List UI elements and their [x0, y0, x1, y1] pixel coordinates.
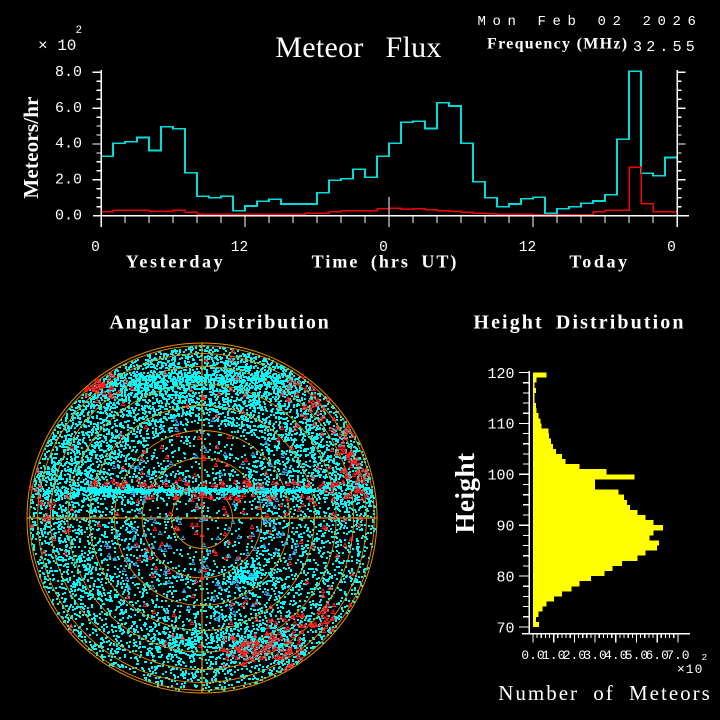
svg-text:2: 2	[702, 652, 708, 663]
svg-text:110: 110	[487, 417, 514, 434]
svg-text:2.0: 2.0	[563, 648, 586, 663]
svg-text:80: 80	[496, 569, 514, 586]
svg-text:Meteors/hr: Meteors/hr	[19, 96, 43, 198]
svg-text:×10: ×10	[677, 662, 703, 677]
svg-text:Frequency (MHz): Frequency (MHz)	[487, 36, 628, 53]
svg-text:0: 0	[379, 240, 388, 256]
svg-text:6.0: 6.0	[55, 100, 82, 117]
svg-text:12: 12	[519, 240, 536, 256]
svg-text:4.0: 4.0	[55, 136, 82, 153]
svg-text:Height: Height	[450, 453, 480, 534]
svg-text:× 10: × 10	[38, 37, 76, 55]
svg-text:0.0: 0.0	[55, 207, 82, 224]
svg-text:Number of Meteors: Number of Meteors	[498, 681, 712, 705]
svg-text:0: 0	[667, 240, 676, 256]
svg-text:Height Distribution: Height Distribution	[473, 312, 685, 334]
svg-text:12: 12	[231, 240, 248, 256]
svg-text:70: 70	[496, 620, 514, 637]
svg-text:90: 90	[496, 519, 514, 536]
svg-text:Time (hrs UT): Time (hrs UT)	[312, 252, 459, 273]
svg-text:7.0: 7.0	[666, 648, 689, 663]
svg-text:3.0: 3.0	[583, 648, 606, 663]
svg-text:0.0: 0.0	[521, 648, 544, 663]
svg-text:1.0: 1.0	[542, 648, 565, 663]
svg-text:Mon Feb 02 2026: Mon Feb 02 2026	[478, 14, 703, 30]
svg-text:Yesterday: Yesterday	[126, 252, 225, 272]
svg-text:4.0: 4.0	[604, 648, 627, 663]
svg-text:2: 2	[76, 25, 83, 37]
svg-text:Today: Today	[569, 252, 629, 272]
svg-text:2.0: 2.0	[55, 172, 82, 189]
svg-text:100: 100	[487, 468, 514, 485]
svg-text:Angular Distribution: Angular Distribution	[109, 312, 330, 334]
svg-text:Meteor Flux: Meteor Flux	[275, 31, 441, 64]
svg-text:5.0: 5.0	[625, 648, 648, 663]
svg-text:32.55: 32.55	[633, 39, 699, 56]
svg-text:8.0: 8.0	[55, 64, 82, 81]
svg-text:120: 120	[487, 366, 514, 383]
svg-text:0: 0	[91, 240, 100, 256]
svg-text:6.0: 6.0	[645, 648, 668, 663]
